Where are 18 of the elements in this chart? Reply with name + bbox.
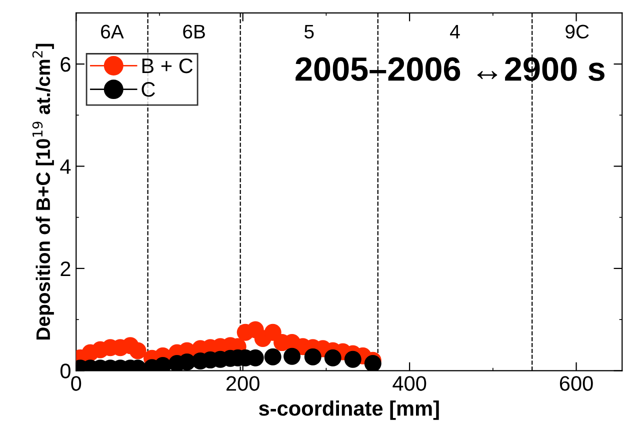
x-tick-label: 200 [226, 376, 260, 391]
y-tick-label: 6 [60, 57, 70, 72]
x-tick-label: 0 [71, 376, 82, 391]
annotation: 4 [450, 24, 460, 38]
x-tick-label: 600 [560, 376, 593, 391]
y-axis-title: Deposition of B+C [10$^{19}$ at./cm$^{2}$] [32, 44, 54, 340]
annotation: 5 [304, 24, 314, 39]
legend-label: C [142, 82, 155, 97]
legend-label: B + C [142, 58, 193, 74]
x-tick-label: 400 [392, 376, 426, 391]
x-axis-title: s-coordinate [mm] [259, 400, 439, 420]
annotation: 6B [183, 24, 205, 39]
y-tick-label: 2 [60, 261, 70, 276]
annotation: 9C [566, 24, 589, 39]
annotation: 2005–2006 ↔2900 s [296, 57, 604, 81]
y-tick-label: 4 [60, 159, 71, 174]
y-tick-label: 0 [60, 364, 70, 378]
annotation: 6A [101, 24, 124, 39]
